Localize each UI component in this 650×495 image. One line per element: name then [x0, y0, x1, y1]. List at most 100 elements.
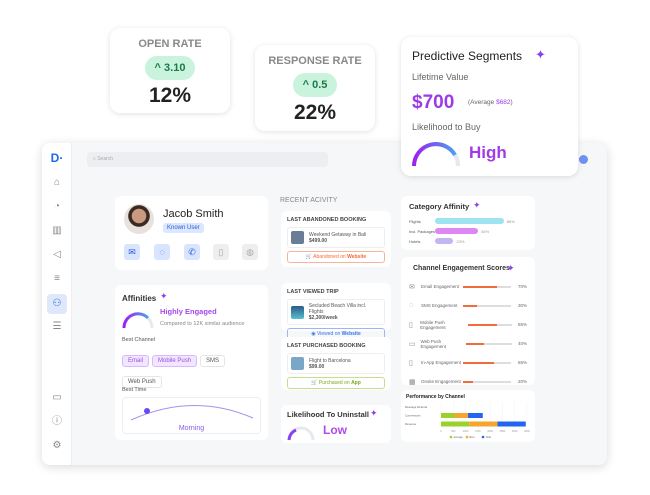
- category-bars: Flights 86% Incl. Packages 54% Hotels 23%: [409, 216, 533, 246]
- channel-engagement-card: Channel Engagement Scores ✦ ✉ Email Engag…: [401, 257, 535, 386]
- database-icon[interactable]: ☰: [52, 321, 62, 332]
- item-name: Flight to Barcelona: [309, 357, 351, 364]
- sparkle-icon: ✦: [160, 291, 168, 301]
- chip-sms[interactable]: SMS: [200, 355, 226, 367]
- category-bar: [435, 238, 454, 244]
- engagement-label: Mobile Push Engagement: [420, 319, 446, 330]
- engagement-label: Web Push Engagement: [420, 338, 446, 349]
- predictive-segments-card: Predictive Segments ✦ Lifetime Value $70…: [401, 37, 578, 176]
- item-name: Secluded Beach Villa incl. Flights: [308, 303, 367, 315]
- avatar: [124, 204, 154, 234]
- beach-thumbnail: [291, 305, 304, 319]
- engagement-pct: 30%: [517, 303, 527, 308]
- best-time-curve: [130, 405, 254, 421]
- channel-icon: ▯: [409, 321, 413, 329]
- sparkle-icon: ✦: [370, 408, 378, 418]
- arrow-up-icon: ^: [154, 62, 165, 74]
- card-header: LAST ABANDONED BOOKING: [287, 217, 367, 223]
- likelihood-value: High: [469, 143, 507, 162]
- push-channel-icon[interactable]: ▯: [213, 244, 229, 260]
- ltv-value: $700: [412, 92, 455, 113]
- best-channel-label: Best Channel: [122, 337, 156, 343]
- engagement-bar: [463, 380, 511, 383]
- book-icon[interactable]: ▭: [52, 392, 62, 403]
- search-icon: ⌕: [93, 156, 98, 162]
- x-tick-label: 2000: [487, 430, 493, 433]
- list-icon[interactable]: ≡: [54, 273, 60, 284]
- audience-icon[interactable]: ⚇: [47, 294, 67, 314]
- category-label: Message Referral: [405, 405, 427, 409]
- settings-icon[interactable]: ⚙: [52, 440, 62, 451]
- x-tick-label: 0: [440, 430, 442, 433]
- channel-icon: ▯: [409, 359, 413, 367]
- channel-engagement-title: Channel Engagement Scores: [413, 265, 510, 272]
- search-input[interactable]: Search: [97, 156, 114, 162]
- trip-item[interactable]: Secluded Beach Villa incl. Flights $2,300…: [287, 299, 385, 325]
- chip-email[interactable]: Email: [122, 355, 150, 367]
- plane-thumbnail: [291, 357, 304, 370]
- engagement-gauge: [122, 312, 154, 329]
- best-time-value: Morning: [178, 425, 205, 432]
- eye-icon: ◉: [311, 331, 317, 337]
- response-rate-value: 22%: [293, 101, 337, 124]
- avg-suffix: ): [510, 99, 513, 106]
- arrow-up-icon: ^: [302, 79, 313, 91]
- x-tick-label: 2500: [500, 430, 506, 433]
- luggage-thumbnail: [291, 231, 304, 244]
- booking-item[interactable]: Weekend Getaway in Bali $499.00: [287, 227, 385, 248]
- uninstall-gauge: [287, 426, 315, 441]
- legend-swatch: [481, 435, 485, 439]
- uninstall-value: Low: [323, 423, 347, 437]
- category-affinity-title: Category Affinity: [409, 202, 470, 211]
- engagement-bar: [465, 342, 512, 345]
- chat-channel-icon[interactable]: ◌: [154, 244, 170, 260]
- flight-item[interactable]: Flight to Barcelona $99.00: [287, 353, 385, 374]
- gauge-icon[interactable]: ◔: [53, 201, 61, 212]
- email-channel-icon[interactable]: ✉: [124, 244, 140, 260]
- chart-title: Performance by Channel: [406, 394, 465, 400]
- viewed-trip-card: LAST VIEWED TRIP Secluded Beach Villa in…: [281, 283, 391, 340]
- recent-activity-title: RECENT ACIVITY: [280, 197, 338, 204]
- chip-mobile-push[interactable]: Mobile Push: [152, 355, 198, 367]
- profile-name: Jacob Smith: [163, 208, 224, 220]
- help-icon[interactable]: ⓘ: [52, 416, 62, 427]
- sidebar: D· ⌂ ◔ ▥ ◁ ≡ ⚇ ☰ ▭ ⓘ ⚙: [42, 143, 72, 465]
- abandoned-on-website-button[interactable]: 🛒 Abandoned on Website: [287, 251, 385, 263]
- item-name: Weekend Getaway in Bali: [309, 231, 367, 238]
- category-pct: 23%: [456, 238, 465, 244]
- engagement-label: Email Engagement: [421, 284, 460, 289]
- category-pct: 86%: [506, 218, 515, 224]
- action-text: Abandoned on: [313, 254, 348, 260]
- engagement-list: ✉ Email Engagement 70% ◌ SMS Engagement 30% ▯ M…: [401, 277, 535, 391]
- uninstall-card: Likelihood To Uninstall ✦ Low: [281, 405, 391, 443]
- open-rate-delta: ^ 3.10: [144, 56, 196, 80]
- whatsapp-channel-icon[interactable]: ✆: [184, 244, 200, 260]
- engagement-label: In-App Engagement: [421, 360, 462, 365]
- legend-swatch: [449, 435, 453, 439]
- predictive-title: Predictive Segments: [412, 49, 523, 63]
- channel-icon: ✉: [409, 283, 415, 291]
- web-channel-icon[interactable]: ◍: [242, 244, 258, 260]
- chip-web-push[interactable]: Web Push: [122, 376, 162, 388]
- response-rate-card: RESPONSE RATE ^ 0.5 22%: [255, 45, 375, 131]
- open-rate-card: OPEN RATE ^ 3.10 12%: [110, 28, 230, 113]
- engagement-row: ◌ SMS Engagement 30%: [401, 296, 535, 315]
- open-rate-value: 12%: [148, 84, 192, 107]
- purchased-on-app-button[interactable]: 🛒 Purchased on App: [287, 377, 385, 389]
- abandoned-booking-card: LAST ABANDONED BOOKING Weekend Getaway i…: [281, 211, 391, 267]
- analytics-icon[interactable]: ▥: [52, 225, 62, 236]
- item-price: $2,300/week: [308, 315, 338, 321]
- bar-segment: [454, 413, 469, 418]
- channel-icon: ▦: [409, 378, 416, 386]
- action-source: Website: [347, 254, 367, 260]
- home-icon[interactable]: ⌂: [53, 177, 61, 188]
- search-bar[interactable]: ⌕ Search: [87, 152, 328, 167]
- category-row: Incl. Packages 54%: [409, 226, 533, 236]
- likelihood-gauge: [412, 142, 460, 167]
- legend-label: Best: [470, 436, 475, 439]
- action-text: Viewed on: [317, 331, 342, 337]
- card-header: LAST PURCHASED BOOKING: [287, 343, 366, 349]
- megaphone-icon[interactable]: ◁: [53, 249, 61, 260]
- user-avatar-small[interactable]: [579, 155, 588, 164]
- sparkle-icon: ✦: [507, 263, 515, 273]
